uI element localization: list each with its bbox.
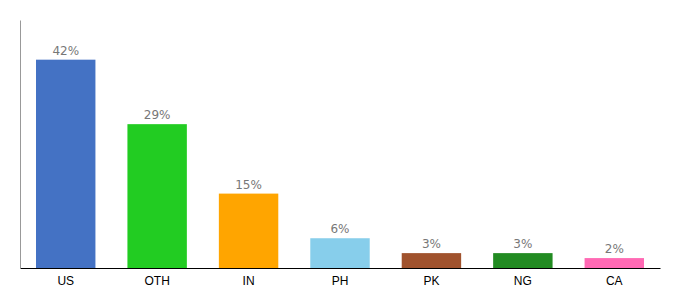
data-label: 15% <box>235 178 262 192</box>
chart: US OTH IN PH PK NG CA 42% 29% 15% 6% 3% 3% 2% <box>0 0 680 300</box>
x-tick: PK <box>423 268 439 288</box>
data-label: 2% <box>605 242 624 256</box>
y-axis-line <box>20 21 21 269</box>
x-axis: US OTH IN PH PK NG CA <box>21 268 661 288</box>
data-label: 29% <box>144 108 171 122</box>
bar <box>585 258 644 268</box>
data-labels: 42% 29% 15% 6% 3% 3% 2% <box>52 44 623 256</box>
x-tick-label: OTH <box>144 274 169 288</box>
plot: US OTH IN PH PK NG CA 42% 29% 15% 6% 3% 3% 2% <box>21 21 661 289</box>
x-tick-label: PH <box>332 274 349 288</box>
x-tick: US <box>57 268 74 288</box>
y-axis <box>20 21 21 269</box>
x-tick: NG <box>514 268 532 288</box>
bar <box>493 253 552 268</box>
x-tick-label: NG <box>514 274 532 288</box>
data-label: 3% <box>422 237 441 251</box>
x-tick-label: PK <box>423 274 439 288</box>
x-tick: OTH <box>144 268 169 288</box>
data-label: 42% <box>52 44 79 58</box>
bar <box>36 60 95 268</box>
x-axis-line <box>21 268 661 269</box>
x-tick: PH <box>332 268 349 288</box>
bar <box>310 238 369 268</box>
data-label: 6% <box>330 222 349 236</box>
x-tick: IN <box>243 268 255 288</box>
x-tick-label: US <box>57 274 74 288</box>
bar <box>219 194 278 268</box>
x-tick-label: IN <box>243 274 255 288</box>
data-label: 3% <box>513 237 532 251</box>
x-tick: CA <box>606 268 623 288</box>
bars <box>36 60 644 268</box>
bar <box>402 253 461 268</box>
x-tick-label: CA <box>606 274 623 288</box>
bar <box>127 124 186 268</box>
